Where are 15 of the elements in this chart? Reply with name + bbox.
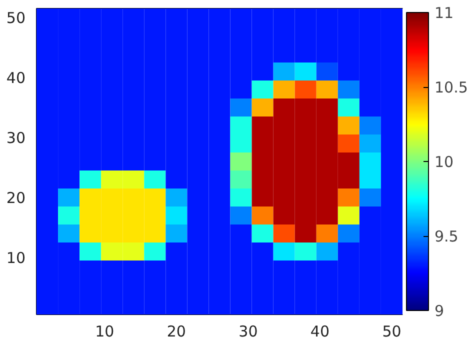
x-tick-label: 10 bbox=[95, 322, 114, 340]
y-tick-label: 20 bbox=[6, 189, 26, 207]
color-bar-label: 11 bbox=[434, 4, 454, 22]
color-bar-label: 10.5 bbox=[434, 78, 468, 96]
color-bar-label: 10 bbox=[434, 153, 454, 171]
y-tick-label: 30 bbox=[6, 129, 26, 147]
x-tick-label: 20 bbox=[166, 322, 186, 340]
y-tick-label: 50 bbox=[6, 9, 26, 27]
y-tick-label: 10 bbox=[6, 249, 26, 267]
color-bar-label: 9 bbox=[434, 302, 444, 320]
y-tick-label: 40 bbox=[6, 69, 26, 87]
x-tick-label: 50 bbox=[382, 322, 402, 340]
x-tick-label: 30 bbox=[238, 322, 258, 340]
x-tick-label: 40 bbox=[310, 322, 330, 340]
color-bar-label: 9.5 bbox=[434, 228, 458, 246]
